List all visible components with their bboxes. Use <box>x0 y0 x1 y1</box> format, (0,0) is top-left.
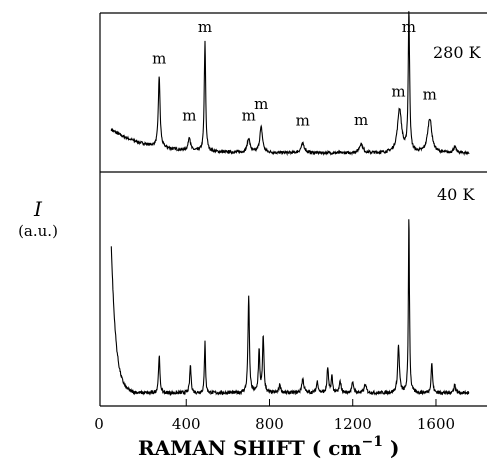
peak-label-m: m <box>198 18 212 36</box>
x-tick-label: 800 <box>255 415 284 433</box>
x-tick-label: 0 <box>94 415 104 433</box>
legend-280k: 280 K <box>433 43 482 62</box>
x-axis-label-text: RAMAN SHIFT ( cm <box>138 436 362 460</box>
x-tick-label: 400 <box>172 415 201 433</box>
x-axis-label-exponent: −1 <box>362 434 383 450</box>
peak-label-m: m <box>254 95 268 113</box>
y-axis-label: I <box>33 197 43 221</box>
peak-label-m: m <box>152 49 166 67</box>
peak-label-m: m <box>182 107 196 125</box>
peak-label-m: m <box>242 106 256 124</box>
x-axis-ticks: 0 400 800 1200 1600 <box>94 399 455 433</box>
peak-label-m: m <box>402 18 416 36</box>
peak-label-m: m <box>296 111 310 129</box>
spectrum-280k-line <box>110 11 470 157</box>
peak-label-m: m <box>391 82 405 100</box>
spectrum-40k-line <box>110 219 470 397</box>
peak-label-m: m <box>354 111 368 129</box>
legend-40k: 40 K <box>437 185 475 204</box>
x-tick-label: 1600 <box>417 415 455 433</box>
x-tick-label: 1200 <box>334 415 372 433</box>
x-axis-label-close: ) <box>383 436 399 460</box>
y-axis-unit: (a.u.) <box>18 222 58 240</box>
peak-label-m: m <box>423 86 437 104</box>
x-axis-label: RAMAN SHIFT ( cm−1 ) <box>138 434 399 460</box>
